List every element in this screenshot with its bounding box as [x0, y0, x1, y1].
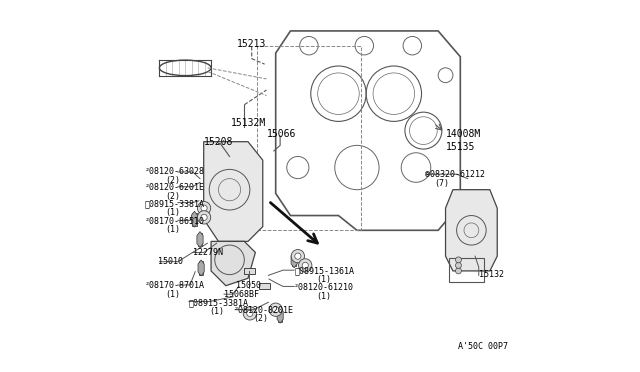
Text: 15132: 15132 [479, 270, 504, 279]
Text: ²08170-8701A: ²08170-8701A [145, 281, 205, 290]
Bar [199, 261, 204, 275]
Text: (2): (2) [165, 192, 180, 201]
Text: 15068BF: 15068BF [224, 291, 259, 299]
Circle shape [291, 250, 305, 263]
Text: (1): (1) [316, 275, 332, 283]
Bar [244, 268, 255, 274]
Text: ®08320-61212: ®08320-61212 [425, 170, 485, 179]
Text: ²08120-6201E: ²08120-6201E [145, 183, 205, 192]
Polygon shape [445, 190, 497, 271]
Circle shape [197, 202, 211, 215]
Circle shape [295, 253, 301, 259]
Circle shape [269, 303, 282, 316]
Polygon shape [277, 307, 284, 323]
Text: ⓜ08915-1361A: ⓜ08915-1361A [294, 266, 354, 275]
Bar [192, 212, 196, 226]
Polygon shape [291, 252, 297, 268]
Polygon shape [204, 142, 263, 241]
Text: ⓜ08915-3381A: ⓜ08915-3381A [189, 299, 249, 308]
Polygon shape [198, 260, 204, 276]
Text: (1): (1) [165, 225, 180, 234]
Text: (1): (1) [209, 307, 224, 316]
Circle shape [456, 262, 461, 268]
Text: ²08120-8201E: ²08120-8201E [233, 306, 293, 315]
Circle shape [247, 310, 253, 317]
Circle shape [456, 257, 461, 263]
Circle shape [243, 307, 257, 320]
Text: ²08120-63028: ²08120-63028 [145, 167, 205, 176]
Polygon shape [191, 211, 198, 227]
Bar [449, 258, 484, 282]
Circle shape [273, 307, 279, 313]
Circle shape [201, 214, 207, 221]
Text: A'50C 00P7: A'50C 00P7 [458, 342, 508, 351]
Text: (1): (1) [165, 290, 180, 299]
Text: 15208: 15208 [204, 137, 233, 147]
Text: 15135: 15135 [445, 142, 475, 152]
Bar [257, 46, 360, 230]
Text: 15050: 15050 [236, 281, 260, 290]
Polygon shape [197, 231, 203, 247]
Bar [259, 283, 270, 289]
Text: 15066: 15066 [266, 129, 296, 139]
Text: (7): (7) [435, 179, 449, 187]
Text: (1): (1) [165, 208, 180, 217]
Text: ⓜ08915-3381A: ⓜ08915-3381A [145, 199, 205, 208]
Bar [292, 253, 296, 266]
Text: (1): (1) [316, 292, 332, 301]
Text: 12279N: 12279N [193, 248, 223, 257]
Text: 15010: 15010 [157, 257, 182, 266]
Circle shape [456, 268, 461, 274]
Text: ²08170-86510: ²08170-86510 [145, 217, 205, 225]
Text: 15132M: 15132M [230, 118, 266, 128]
Text: (2): (2) [165, 176, 180, 185]
Bar [198, 233, 202, 246]
Polygon shape [211, 241, 255, 286]
Circle shape [197, 211, 211, 224]
Text: 15213: 15213 [237, 39, 266, 49]
Text: (2): (2) [253, 314, 269, 323]
Text: ²08120-61210: ²08120-61210 [294, 283, 354, 292]
Bar [278, 309, 282, 322]
Circle shape [299, 259, 312, 272]
Text: 14008M: 14008M [445, 129, 481, 139]
Circle shape [201, 205, 207, 211]
Circle shape [302, 262, 308, 269]
